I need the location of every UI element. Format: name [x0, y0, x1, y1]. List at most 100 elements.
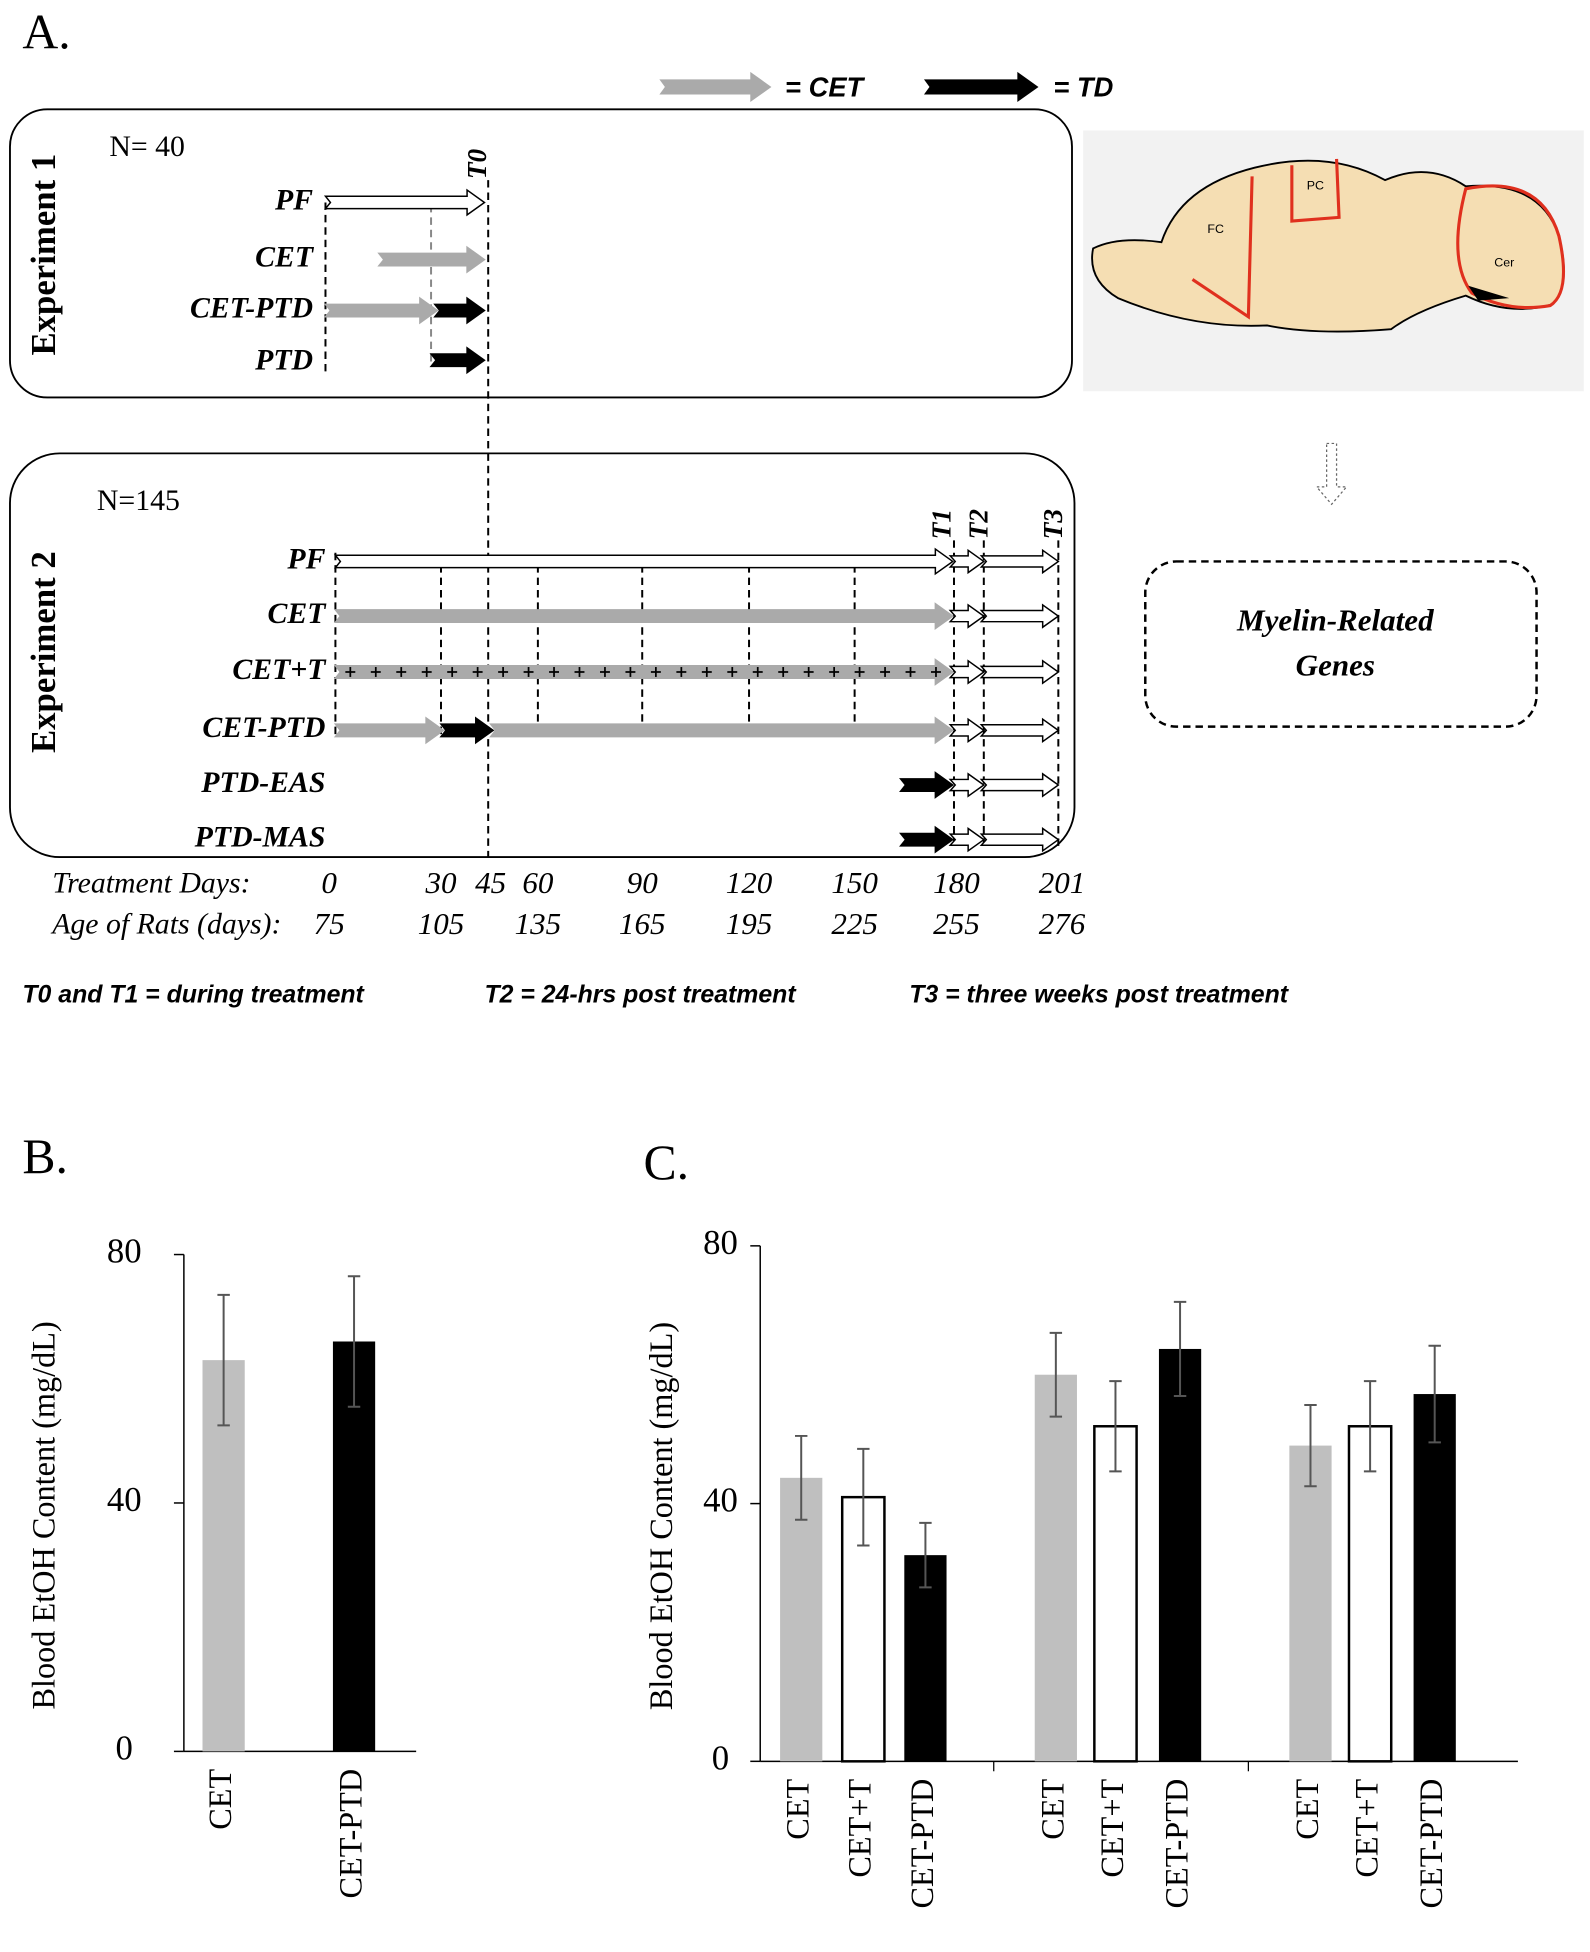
legend-label: = CET [785, 72, 865, 103]
error-bar [795, 1434, 808, 1521]
arrow [948, 827, 986, 853]
bar [1034, 1374, 1077, 1762]
timepoint: T1 [926, 509, 956, 539]
error-bar [857, 1447, 870, 1547]
day-label: 150 [831, 865, 878, 900]
brain-stem [1468, 285, 1510, 301]
y-tick-label: 40 [107, 1480, 142, 1519]
x-tick-label: CET [1034, 1778, 1070, 1839]
row-label: CET+T [232, 653, 327, 686]
day-label: 201 [1039, 865, 1086, 900]
arrow [948, 772, 986, 798]
arrow [659, 71, 772, 103]
age-label: 255 [933, 906, 980, 941]
arrow [979, 603, 1060, 629]
experiment-box [9, 108, 1073, 399]
region-outline [1290, 158, 1341, 223]
x-tick-label: CET+T [1349, 1778, 1385, 1877]
error-bar [347, 1275, 361, 1408]
arrow [439, 716, 495, 745]
bar [332, 1341, 376, 1752]
age-label: 165 [619, 906, 666, 941]
day-label: 60 [522, 865, 554, 900]
error-bar [1428, 1344, 1441, 1444]
age-label: 105 [418, 906, 465, 941]
panel-label: C. [643, 1135, 689, 1190]
day-label: 180 [933, 865, 980, 900]
outcome-box [1144, 560, 1538, 728]
region-label: Cer [1494, 256, 1514, 270]
timepoint: T3 [1038, 509, 1068, 539]
arrow [948, 603, 986, 629]
outcome-label: Genes [1296, 647, 1375, 682]
bar [904, 1555, 947, 1762]
experiment-box [9, 452, 1076, 858]
error-bar [1363, 1380, 1377, 1473]
sample-size: N=145 [97, 484, 180, 517]
arrow [333, 658, 955, 686]
arrow [979, 548, 1060, 575]
age-label: 225 [831, 906, 878, 941]
row-label: PF [274, 183, 313, 216]
age-label: 135 [515, 906, 562, 941]
bar [780, 1477, 823, 1762]
y-tick-label: 0 [712, 1738, 729, 1777]
day-label: 120 [726, 865, 773, 900]
arrow [377, 245, 486, 274]
bar [1347, 1425, 1393, 1763]
x-tick-label: CET-PTD [1158, 1779, 1194, 1909]
bar [1413, 1394, 1456, 1762]
timepoint: T2 [964, 509, 994, 540]
arrow [899, 771, 955, 799]
y-tick-label: 40 [703, 1481, 738, 1520]
row-label: PTD [254, 344, 313, 377]
axis-label: Age of Rats (days): [50, 907, 281, 940]
region-outline [1191, 176, 1254, 320]
bar [1158, 1348, 1202, 1762]
arrow [433, 296, 486, 325]
arrow [979, 772, 1060, 798]
x-tick-label: CET-PTD [904, 1779, 940, 1909]
y-tick-label: 80 [703, 1223, 738, 1262]
footnote: T2 = 24-hrs post treatment [484, 982, 797, 1009]
experiment-title: Experiment 1 [24, 154, 63, 356]
x-tick-label: CET [1289, 1778, 1325, 1839]
row-label: PF [286, 542, 325, 575]
axis-label: Treatment Days: [52, 866, 250, 899]
row-label: CET [255, 240, 315, 273]
y-axis-label: Blood EtOH Content (mg/dL) [643, 1322, 679, 1710]
arrow [948, 548, 986, 575]
arrow [489, 716, 955, 745]
bar [1289, 1445, 1332, 1762]
age-label: 276 [1039, 906, 1086, 941]
flow-arrow [1315, 442, 1348, 506]
panel-label: B. [22, 1129, 68, 1184]
arrow [429, 346, 486, 375]
error-bar [1304, 1404, 1317, 1488]
region-outline [1456, 184, 1566, 310]
day-label: 45 [475, 865, 506, 900]
arrow [323, 188, 486, 217]
day-label: 0 [321, 865, 337, 900]
age-label: 195 [726, 906, 773, 941]
footnote: T3 = three weeks post treatment [909, 982, 1289, 1009]
y-tick-label: 80 [107, 1232, 142, 1271]
region-label: PC [1307, 179, 1324, 193]
arrow [333, 547, 955, 576]
x-tick-label: CET+T [842, 1778, 878, 1877]
sample-size: N= 40 [109, 130, 185, 163]
x-tick-label: CET [780, 1778, 816, 1839]
day-label: 30 [424, 865, 457, 900]
row-label: CET [268, 597, 328, 630]
arrow [333, 602, 955, 630]
row-label: PTD-EAS [200, 766, 325, 799]
arrow [923, 71, 1039, 103]
footnote: T0 and T1 = during treatment [22, 982, 365, 1009]
arrow [948, 717, 986, 743]
x-tick-label: CET+T [1094, 1778, 1130, 1877]
arrow [979, 659, 1060, 685]
x-tick-label: CET-PTD [332, 1769, 368, 1899]
arrow [948, 659, 986, 685]
outcome-label: Myelin-Related [1236, 603, 1434, 638]
